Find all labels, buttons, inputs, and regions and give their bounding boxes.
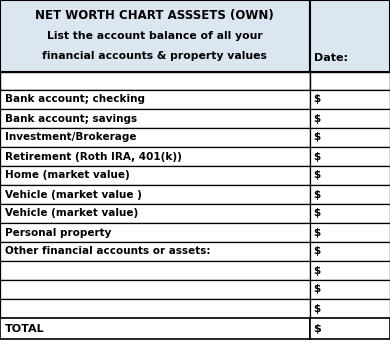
Text: List the account balance of all your: List the account balance of all your (47, 31, 263, 41)
Bar (310, 185, 390, 204)
Bar (0, 242, 310, 261)
Text: TOTAL: TOTAL (5, 323, 44, 333)
Bar (0, 318, 310, 339)
Bar (0, 185, 310, 204)
Text: NET WORTH CHART ASSSETS (OWN): NET WORTH CHART ASSSETS (OWN) (35, 9, 274, 22)
Bar (310, 223, 390, 242)
Text: $: $ (314, 266, 321, 276)
Bar (0, 109, 310, 128)
Text: $: $ (314, 151, 321, 161)
Text: $: $ (314, 227, 321, 237)
Text: Other financial accounts or assets:: Other financial accounts or assets: (5, 247, 211, 257)
Bar (310, 204, 390, 223)
Text: $: $ (314, 247, 321, 257)
Text: $: $ (314, 323, 321, 333)
Text: $: $ (314, 208, 321, 218)
Text: $: $ (314, 190, 321, 200)
Text: financial accounts & property values: financial accounts & property values (43, 51, 267, 61)
Bar (310, 128, 390, 147)
Bar (310, 242, 390, 261)
Bar (0, 0, 310, 72)
Text: $: $ (314, 132, 321, 142)
Bar (310, 147, 390, 166)
Bar (310, 318, 390, 339)
Bar (310, 109, 390, 128)
Bar (310, 299, 390, 318)
Bar (0, 90, 310, 109)
Bar (310, 261, 390, 280)
Text: Investment/Brokerage: Investment/Brokerage (5, 132, 136, 142)
Bar (310, 166, 390, 185)
Text: $: $ (314, 303, 321, 313)
Text: $: $ (314, 95, 321, 105)
Bar (0, 204, 310, 223)
Bar (0, 280, 310, 299)
Text: Vehicle (market value): Vehicle (market value) (5, 208, 138, 218)
Text: Date:: Date: (314, 53, 347, 63)
Text: Retirement (Roth IRA, 401(k)): Retirement (Roth IRA, 401(k)) (5, 151, 182, 161)
Bar (0, 299, 310, 318)
Text: $: $ (314, 284, 321, 294)
Bar (0, 128, 310, 147)
Bar (0, 223, 310, 242)
Bar (0, 166, 310, 185)
Bar (0, 147, 310, 166)
Text: $: $ (314, 114, 321, 123)
Bar (310, 90, 390, 109)
Text: $: $ (314, 171, 321, 181)
Text: Personal property: Personal property (5, 227, 112, 237)
Bar (310, 0, 390, 72)
Text: Vehicle (market value ): Vehicle (market value ) (5, 190, 142, 200)
Bar (0, 261, 310, 280)
Text: Home (market value): Home (market value) (5, 171, 130, 181)
Text: Bank account; checking: Bank account; checking (5, 95, 145, 105)
Text: Bank account; savings: Bank account; savings (5, 114, 137, 123)
Bar (0, 72, 310, 90)
Bar (310, 280, 390, 299)
Bar (310, 72, 390, 90)
